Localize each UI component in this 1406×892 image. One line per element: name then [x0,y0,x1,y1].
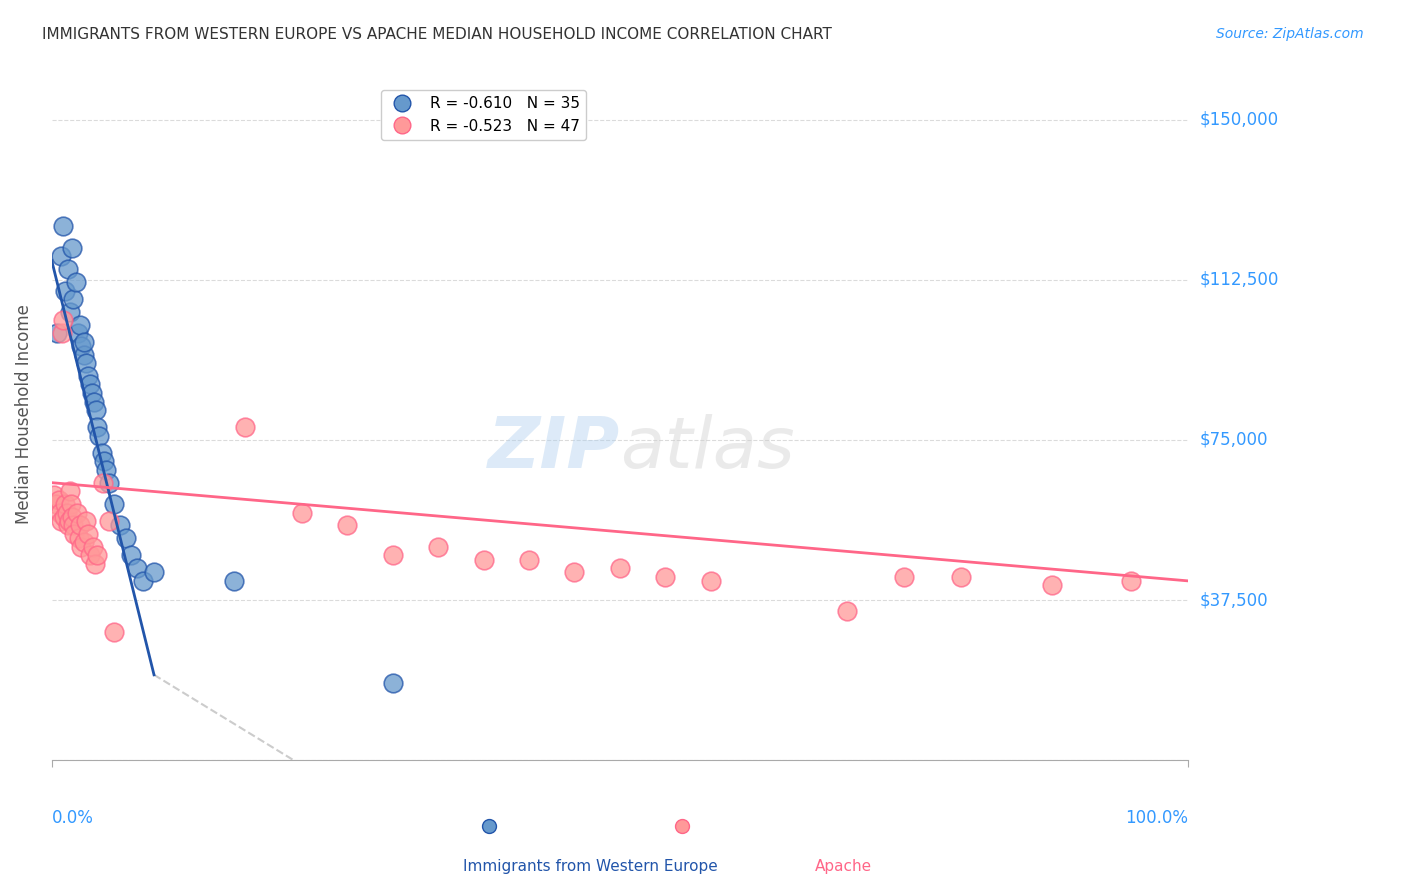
Point [120,548,142,562]
Point [97,514,120,528]
Point [49,249,72,263]
Point [86,420,108,434]
Point [55,497,77,511]
Point [291,506,314,520]
Text: 0.0%: 0.0% [52,809,94,827]
Point [837,604,859,618]
Point [62,518,84,533]
Point [472,552,495,566]
Point [66,506,89,520]
Point [77,527,100,541]
Point [77,368,100,383]
Point [69,518,91,533]
Point [654,569,676,583]
Point [82,540,104,554]
Point [131,574,153,588]
Point [381,548,404,562]
Point [70,540,93,554]
Point [517,552,540,566]
Point [53,509,76,524]
Point [69,318,91,332]
Point [72,334,94,349]
Point [55,506,77,520]
Point [125,561,148,575]
Point [49,514,72,528]
Point [75,356,97,370]
Point [427,540,450,554]
Point [79,377,101,392]
Point [75,514,97,528]
Text: IMMIGRANTS FROM WESTERN EUROPE VS APACHE MEDIAN HOUSEHOLD INCOME CORRELATION CHA: IMMIGRANTS FROM WESTERN EUROPE VS APACHE… [42,27,832,42]
Point [80,386,103,401]
Point [84,557,107,571]
Point [60,509,83,524]
Point [84,403,107,417]
Point [108,518,131,533]
Text: atlas: atlas [620,415,794,483]
Point [609,561,631,575]
Point [90,446,112,460]
Point [67,531,90,545]
Point [58,514,80,528]
Point [56,262,79,277]
Point [700,574,723,588]
Point [60,241,83,255]
Point [70,339,93,353]
Point [72,348,94,362]
Point [59,305,82,319]
Point [52,219,75,234]
Point [1040,578,1063,592]
Point [60,497,83,511]
Point [143,566,166,580]
Point [949,569,972,583]
Point [79,548,101,562]
Point [48,506,70,520]
Point [46,326,69,341]
Point [114,531,136,545]
Point [91,475,114,490]
Point [42,488,65,502]
Point [45,497,67,511]
Text: Apache: Apache [815,859,872,874]
Text: Immigrants from Western Europe: Immigrants from Western Europe [463,859,718,874]
Point [222,574,245,588]
Point [83,394,105,409]
Point [55,284,77,298]
Point [51,326,73,341]
Point [93,454,115,468]
Text: $75,000: $75,000 [1199,431,1268,449]
Text: $112,500: $112,500 [1199,271,1278,289]
Point [1121,574,1143,588]
Point [381,676,404,690]
Point [336,518,359,533]
Y-axis label: Median Household Income: Median Household Income [15,304,32,524]
Point [65,275,87,289]
Point [103,497,125,511]
Point [89,428,111,442]
Point [56,518,79,533]
Point [62,292,84,306]
Point [59,484,82,499]
Point [233,420,256,434]
Text: $150,000: $150,000 [1199,111,1278,128]
Point [66,326,89,341]
Text: Source: ZipAtlas.com: Source: ZipAtlas.com [1216,27,1364,41]
Text: 100.0%: 100.0% [1125,809,1188,827]
Legend: R = -0.610   N = 35, R = -0.523   N = 47: R = -0.610 N = 35, R = -0.523 N = 47 [381,90,586,140]
Point [103,625,125,640]
Point [97,475,120,490]
Point [52,313,75,327]
Text: ZIP: ZIP [488,415,620,483]
Point [72,535,94,549]
Point [96,463,118,477]
Text: $37,500: $37,500 [1199,591,1268,609]
Point [86,548,108,562]
Point [63,527,86,541]
Point [893,569,915,583]
Point [564,566,586,580]
Point [48,492,70,507]
